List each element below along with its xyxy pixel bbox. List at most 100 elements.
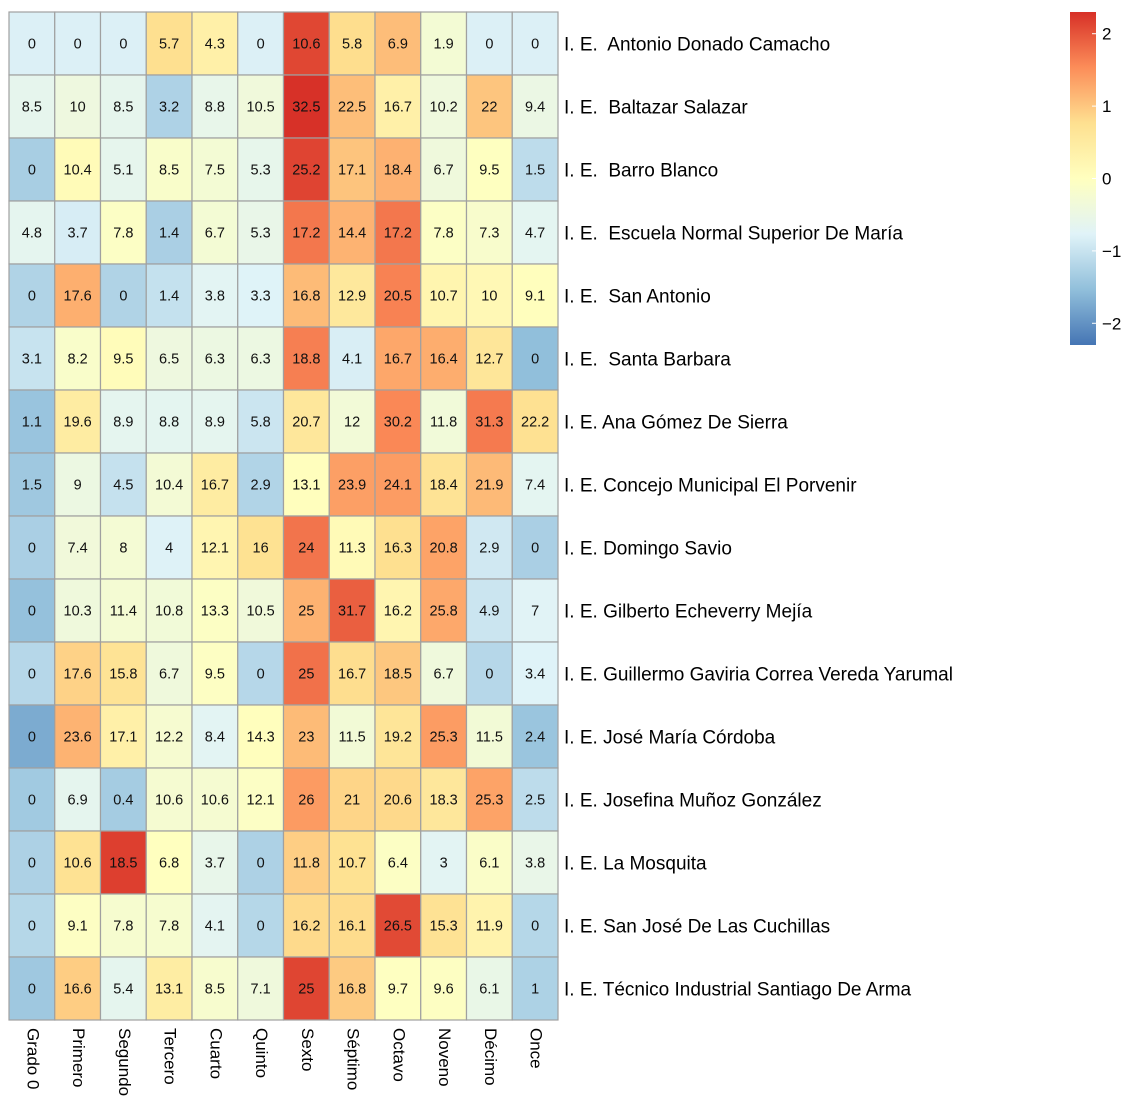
cell-value-label: 18.8 bbox=[292, 352, 320, 368]
cell-value-label: 24 bbox=[298, 541, 314, 557]
heatmap-cell bbox=[511, 452, 559, 517]
heatmap-cell bbox=[54, 74, 102, 139]
heatmap-cell bbox=[374, 515, 422, 580]
cell-value-label: 4.1 bbox=[342, 352, 362, 368]
heatmap-cell bbox=[99, 767, 147, 832]
row-labels: I. E. Antonio Donado Camacho I. E. Baltaz… bbox=[564, 35, 953, 1001]
cell-value-label: 3.7 bbox=[68, 226, 88, 242]
cell-value-label: 16.7 bbox=[384, 100, 412, 116]
cell-value-label: 10.5 bbox=[247, 100, 275, 116]
heatmap-cell bbox=[99, 704, 147, 769]
heatmap-cell bbox=[420, 74, 468, 139]
cell-value-label: 2.9 bbox=[479, 541, 499, 557]
column-label: Once bbox=[527, 1028, 546, 1069]
heatmap-cell bbox=[282, 137, 330, 202]
cell-value-label: 17.6 bbox=[64, 289, 92, 305]
cell-value-label: 10.3 bbox=[64, 604, 92, 620]
row-label: I. E. Domingo Savio bbox=[564, 539, 732, 560]
heatmap-cell bbox=[420, 893, 468, 958]
heatmap-cell bbox=[145, 641, 193, 706]
heatmap-cell bbox=[511, 830, 559, 895]
cell-value-label: 4.8 bbox=[22, 226, 42, 242]
cell-value-label: 6.9 bbox=[388, 37, 408, 53]
cell-value-label: 16.7 bbox=[201, 478, 229, 494]
heatmap-cell bbox=[282, 326, 330, 391]
cell-value-label: 22 bbox=[481, 100, 497, 116]
cell-value-label: 0 bbox=[28, 856, 36, 872]
cell-value-label: 20.5 bbox=[384, 289, 412, 305]
cell-value-label: 11.3 bbox=[339, 541, 366, 557]
heatmap-cell bbox=[145, 74, 193, 139]
heatmap-cell bbox=[374, 641, 422, 706]
heatmap-cell bbox=[8, 326, 56, 391]
heatmap-cell bbox=[328, 578, 376, 643]
row-label: I. E. Gilberto Echeverry Mejía bbox=[564, 602, 813, 623]
heatmap-cell bbox=[99, 137, 147, 202]
cell-value-label: 13.3 bbox=[201, 604, 229, 620]
heatmap-cell bbox=[374, 326, 422, 391]
heatmap-cell bbox=[191, 893, 239, 958]
heatmap-cell bbox=[420, 956, 468, 1021]
row-label: I. E. La Mosquita bbox=[564, 854, 707, 875]
heatmap-cell bbox=[99, 389, 147, 454]
cell-value-label: 10 bbox=[481, 289, 497, 305]
cell-value-label: 8.5 bbox=[113, 100, 133, 116]
cell-value-label: 7.3 bbox=[479, 226, 499, 242]
cell-value-label: 23.6 bbox=[64, 730, 92, 746]
heatmap-cell bbox=[282, 956, 330, 1021]
cell-value-label: 2.4 bbox=[525, 730, 545, 746]
cell-value-label: 7.8 bbox=[113, 226, 133, 242]
heatmap-cell bbox=[145, 767, 193, 832]
cell-value-label: 26 bbox=[298, 793, 314, 809]
cell-value-label: 7.4 bbox=[525, 478, 545, 494]
cell-value-label: 6.3 bbox=[251, 352, 271, 368]
cell-value-label: 9.4 bbox=[525, 100, 545, 116]
cell-value-label: 3 bbox=[440, 856, 448, 872]
cell-value-label: 3.1 bbox=[22, 352, 42, 368]
cell-value-label: 0 bbox=[119, 289, 127, 305]
cell-value-label: 11.5 bbox=[339, 730, 366, 746]
cell-value-label: 1.1 bbox=[22, 415, 42, 431]
cell-value-label: 16.2 bbox=[384, 604, 412, 620]
cell-value-label: 0 bbox=[119, 37, 127, 53]
cell-value-label: 25.8 bbox=[430, 604, 458, 620]
cell-value-label: 4.7 bbox=[525, 226, 545, 242]
heatmap-cell bbox=[237, 389, 285, 454]
heatmap-cell bbox=[99, 200, 147, 265]
cell-value-label: 17.2 bbox=[384, 226, 412, 242]
cell-value-label: 10.6 bbox=[64, 856, 92, 872]
cell-value-label: 18.4 bbox=[384, 163, 412, 179]
row-label: I. E. Ana Gómez De Sierra bbox=[564, 413, 788, 434]
cell-value-label: 4.1 bbox=[205, 919, 225, 935]
column-label: Séptimo bbox=[344, 1028, 363, 1090]
cell-value-label: 9.5 bbox=[479, 163, 499, 179]
cell-value-label: 9.5 bbox=[113, 352, 133, 368]
heatmap-cell bbox=[282, 767, 330, 832]
heatmap-cell bbox=[282, 578, 330, 643]
cell-value-label: 12 bbox=[344, 415, 360, 431]
heatmap-cell bbox=[282, 74, 330, 139]
heatmap-cell bbox=[282, 200, 330, 265]
heatmap-cell bbox=[374, 389, 422, 454]
heatmap-cell bbox=[145, 830, 193, 895]
cell-value-label: 18.3 bbox=[430, 793, 458, 809]
heatmap-cell bbox=[511, 578, 559, 643]
cell-value-label: 9.7 bbox=[388, 982, 408, 998]
heatmap-cell bbox=[191, 578, 239, 643]
cell-value-label: 12.7 bbox=[475, 352, 503, 368]
cell-value-label: 11.4 bbox=[110, 604, 137, 620]
heatmap-cell bbox=[145, 389, 193, 454]
color-legend: 2 1 0 −1 −2 bbox=[1070, 12, 1121, 345]
cell-value-label: 32.5 bbox=[292, 100, 320, 116]
cell-value-label: 0 bbox=[28, 163, 36, 179]
heatmap-cell bbox=[145, 326, 193, 391]
cell-value-label: 4.5 bbox=[113, 478, 133, 494]
heatmap-cell bbox=[465, 263, 513, 328]
cell-value-label: 11.9 bbox=[476, 919, 503, 935]
cell-value-label: 20.8 bbox=[430, 541, 458, 557]
heatmap-cell bbox=[99, 515, 147, 580]
cell-value-label: 4.3 bbox=[205, 37, 225, 53]
row-label: I. E. Escuela Normal Superior De María bbox=[564, 224, 903, 245]
heatmap-cell bbox=[465, 704, 513, 769]
column-label: Primero bbox=[69, 1028, 88, 1088]
